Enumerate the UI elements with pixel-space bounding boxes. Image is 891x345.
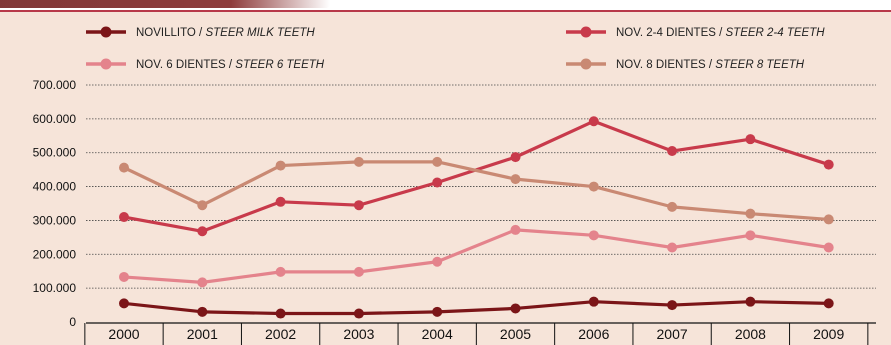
y-tick-label: 600.000 (33, 112, 77, 126)
data-point (432, 306, 443, 317)
x-tick-label: 2000 (108, 326, 139, 342)
series-line (123, 160, 829, 222)
data-point (745, 208, 756, 219)
series-line (123, 300, 829, 316)
data-point (275, 196, 286, 207)
x-tick-label: 2006 (578, 326, 609, 342)
data-point (667, 300, 678, 311)
legend-series-translation: STEER 2-4 TEETH (726, 27, 826, 39)
data-point (197, 277, 208, 288)
data-point (510, 224, 521, 235)
data-point (119, 298, 129, 309)
cropped-title-remnant (0, 0, 330, 8)
top-banner (0, 0, 891, 12)
data-point (588, 181, 599, 192)
data-point (667, 201, 678, 212)
series-line (123, 228, 829, 284)
legend-label: NOVILLITO / STEER MILK TEETH (136, 27, 315, 39)
y-tick-label: 100.000 (33, 281, 77, 295)
data-point (588, 230, 599, 241)
legend-series-name: NOV. 6 DIENTES / (136, 59, 235, 71)
legend-label: NOV. 2-4 DIENTES / STEER 2-4 TEETH (616, 27, 825, 39)
legend-series-translation: STEER MILK TEETH (205, 27, 315, 39)
data-point (432, 177, 443, 188)
legend-label: NOV. 8 DIENTES / STEER 8 TEETH (616, 59, 805, 71)
data-point (353, 200, 364, 211)
data-point (353, 266, 364, 277)
x-tick-label: 2001 (187, 326, 218, 342)
data-point (667, 146, 678, 157)
data-point (745, 134, 756, 145)
data-point (275, 266, 286, 277)
legend-series-name: NOV. 2-4 DIENTES / (616, 27, 726, 39)
data-point (197, 226, 208, 237)
data-point (353, 308, 364, 319)
series-line (123, 119, 830, 233)
data-point (588, 116, 599, 127)
data-point (667, 242, 678, 253)
data-point (823, 159, 834, 170)
y-tick-label: 500.000 (33, 146, 77, 160)
x-tick-label: 2009 (813, 326, 844, 342)
data-point (275, 160, 286, 171)
data-point (197, 200, 208, 211)
data-point (432, 256, 443, 267)
legend-series-translation: STEER 6 TEETH (235, 59, 325, 71)
x-tick-label: 2008 (735, 326, 766, 342)
data-point (197, 306, 208, 317)
legend-series-name: NOV. 8 DIENTES / (616, 59, 715, 71)
y-tick-label: 300.000 (33, 213, 77, 227)
legend-label: NOV. 6 DIENTES / STEER 6 TEETH (136, 59, 325, 71)
data-point (745, 230, 756, 241)
x-tick-label: 2005 (500, 326, 531, 342)
y-tick-label: 200.000 (33, 247, 77, 261)
y-tick-label: 700.000 (33, 78, 77, 92)
y-tick-label: 400.000 (33, 180, 77, 194)
data-point (432, 156, 443, 167)
data-point (510, 152, 521, 163)
data-point (823, 298, 834, 309)
legend-series-name: NOVILLITO / (136, 27, 205, 39)
x-tick-label: 2004 (422, 326, 453, 342)
y-tick-label: 0 (69, 315, 76, 329)
legend-marker (100, 26, 112, 38)
data-point (745, 296, 756, 307)
data-point (353, 156, 364, 167)
x-tick-label: 2007 (657, 326, 688, 342)
x-tick-label: 2003 (343, 326, 374, 342)
data-point (510, 303, 521, 314)
data-point (588, 296, 599, 307)
data-point (275, 308, 286, 319)
data-point (510, 174, 521, 185)
data-point (823, 214, 834, 225)
legend-series-translation: STEER 8 TEETH (715, 59, 805, 71)
data-point (119, 212, 129, 223)
data-point (823, 242, 834, 253)
legend-marker (580, 58, 592, 70)
data-point (119, 271, 129, 282)
data-point (119, 162, 129, 173)
x-tick-label: 2002 (265, 326, 296, 342)
legend-marker (100, 58, 112, 70)
legend-marker (580, 26, 592, 38)
